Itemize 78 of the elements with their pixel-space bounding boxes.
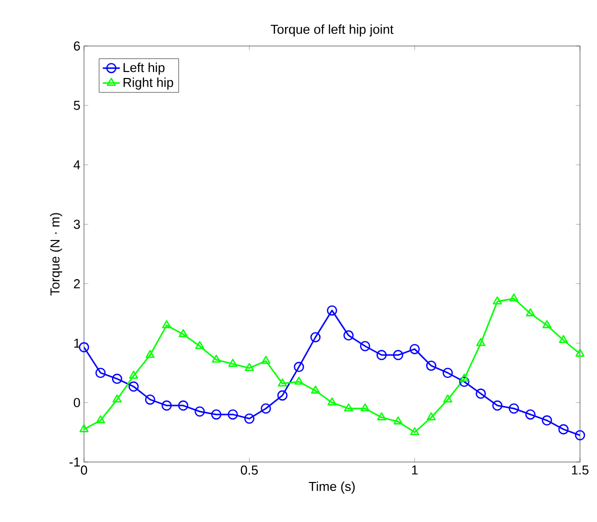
- point: [360, 340, 370, 352]
- point: [377, 412, 386, 420]
- point: [195, 340, 204, 350]
- point: [327, 397, 337, 406]
- point: [574, 430, 586, 440]
- point: [410, 427, 420, 436]
- point: [244, 362, 254, 371]
- point: [79, 424, 89, 432]
- x-tick-label: 1: [412, 466, 418, 474]
- point: [526, 308, 535, 316]
- y-tick-label: 0: [74, 398, 80, 408]
- point: [460, 374, 469, 382]
- point: [326, 305, 338, 316]
- point: [459, 376, 470, 387]
- point: [443, 394, 452, 402]
- point: [294, 376, 304, 385]
- y-tick-label: 3: [74, 220, 80, 229]
- point: [492, 400, 502, 411]
- point: [376, 350, 387, 360]
- y-tick-label: -1: [70, 458, 80, 466]
- point: [96, 415, 106, 424]
- point: [212, 354, 221, 363]
- point: [426, 412, 436, 420]
- point: [129, 370, 138, 379]
- point: [228, 409, 238, 420]
- point: [112, 394, 122, 402]
- point: [260, 403, 271, 414]
- point: [178, 329, 188, 338]
- point: [476, 388, 486, 399]
- point: [558, 335, 568, 344]
- y-tick-label: 2: [74, 279, 80, 288]
- point: [476, 338, 486, 346]
- point: [492, 296, 502, 304]
- x-tick-label: 1.5: [572, 466, 588, 475]
- point: [112, 374, 122, 384]
- legend-label: Right hip: [124, 78, 174, 90]
- point: [211, 409, 222, 420]
- chart-title: Torque of left hip joint: [270, 24, 394, 36]
- point: [558, 424, 569, 434]
- point: [410, 344, 420, 354]
- point: [294, 362, 304, 372]
- point: [575, 348, 585, 357]
- x-tick-label: 0: [80, 466, 88, 475]
- point: [278, 378, 287, 386]
- point: [426, 360, 436, 371]
- point: [78, 342, 90, 352]
- y-axis-title: Torque (N · m): [50, 213, 62, 296]
- point: [310, 386, 320, 394]
- point: [162, 400, 172, 411]
- point: [261, 356, 270, 364]
- point: [128, 381, 139, 392]
- y-tick-label: 6: [74, 41, 80, 51]
- point: [244, 413, 254, 424]
- point: [145, 394, 156, 405]
- point: [178, 400, 188, 411]
- x-axis-title: Time (s): [308, 482, 355, 494]
- x-tick-label: 0.5: [240, 466, 258, 475]
- point: [95, 368, 106, 378]
- point: [194, 406, 205, 417]
- point: [509, 293, 518, 302]
- y-tick-label: 4: [74, 160, 80, 170]
- point: [343, 330, 354, 341]
- point: [146, 350, 155, 358]
- point: [525, 409, 536, 420]
- point: [310, 332, 321, 342]
- point: [228, 358, 238, 367]
- legend-label: Left hip: [124, 62, 164, 75]
- point: [508, 403, 520, 414]
- point: [442, 368, 453, 378]
- point: [162, 320, 172, 328]
- point: [344, 403, 354, 412]
- point: [542, 320, 552, 328]
- point: [542, 415, 552, 426]
- point: [393, 350, 404, 360]
- point: [277, 390, 288, 401]
- point: [394, 416, 403, 424]
- point: [360, 403, 370, 412]
- y-tick-label: 5: [74, 100, 80, 110]
